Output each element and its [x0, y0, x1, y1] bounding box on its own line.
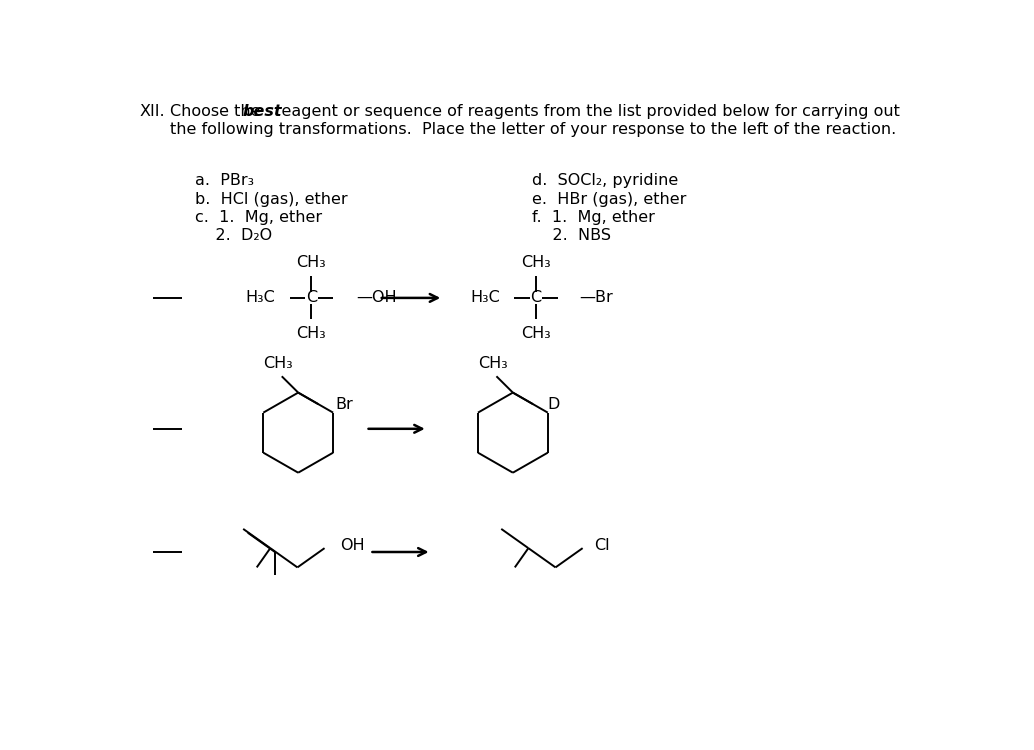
Text: best: best	[242, 104, 281, 118]
Text: the following transformations.  Place the letter of your response to the left of: the following transformations. Place the…	[170, 122, 895, 137]
Text: H₃C: H₃C	[470, 290, 499, 305]
Text: c.  1.  Mg, ether: c. 1. Mg, ether	[195, 210, 323, 225]
Text: —OH: —OH	[357, 290, 397, 305]
Text: CH₃: CH₃	[297, 255, 327, 270]
Text: b.  HCl (gas), ether: b. HCl (gas), ether	[195, 192, 347, 207]
Text: D: D	[547, 397, 559, 412]
Text: CH₃: CH₃	[478, 356, 508, 370]
Text: —Br: —Br	[579, 290, 613, 305]
Text: Choose the: Choose the	[170, 104, 265, 118]
Text: CH₃: CH₃	[521, 255, 551, 270]
Text: CH₃: CH₃	[263, 356, 293, 370]
Text: 2.  NBS: 2. NBS	[533, 228, 611, 243]
Text: CH₃: CH₃	[297, 326, 327, 340]
Text: e.  HBr (gas), ether: e. HBr (gas), ether	[533, 192, 687, 207]
Text: C: C	[530, 290, 542, 305]
Text: Br: Br	[335, 397, 354, 412]
Text: CH₃: CH₃	[521, 326, 551, 340]
Text: C: C	[306, 290, 317, 305]
Text: H₃C: H₃C	[245, 290, 275, 305]
Text: reagent or sequence of reagents from the list provided below for carrying out: reagent or sequence of reagents from the…	[270, 104, 900, 118]
Text: a.  PBr₃: a. PBr₃	[195, 173, 254, 188]
Text: Cl: Cl	[595, 538, 610, 554]
Text: OH: OH	[340, 538, 365, 554]
Text: f.  1.  Mg, ether: f. 1. Mg, ether	[533, 210, 656, 225]
Text: d.  SOCl₂, pyridine: d. SOCl₂, pyridine	[533, 173, 678, 188]
Text: XII.: XII.	[140, 104, 165, 118]
Text: 2.  D₂O: 2. D₂O	[195, 228, 272, 243]
